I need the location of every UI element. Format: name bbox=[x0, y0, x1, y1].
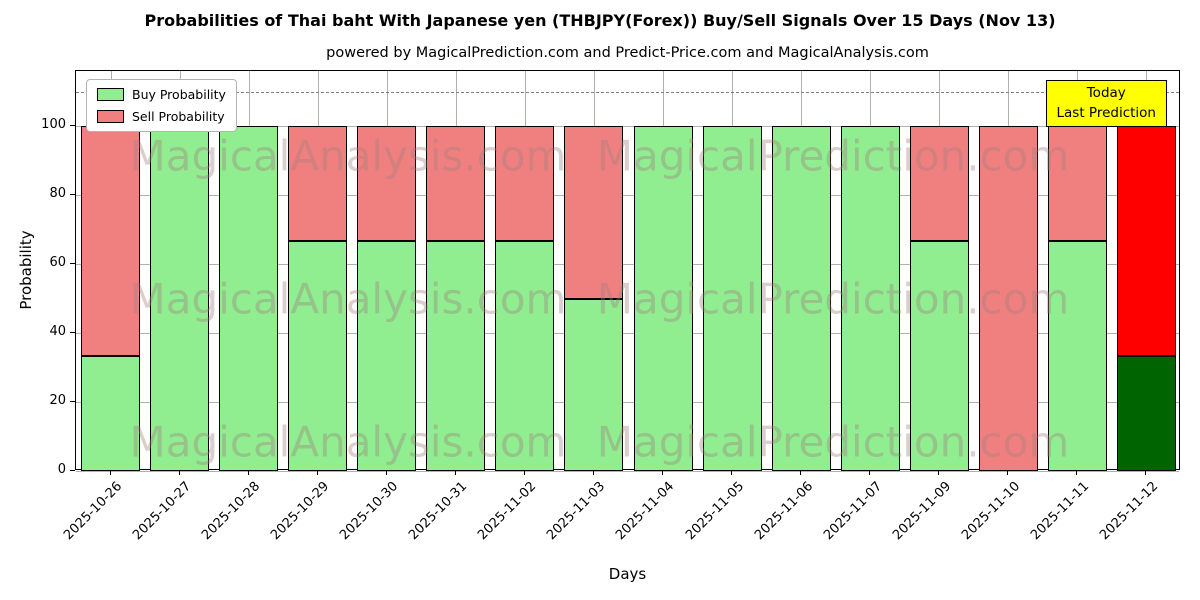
x-tick-label-text: 2025-10-30 bbox=[337, 479, 402, 544]
dashed-threshold-line bbox=[76, 91, 1179, 93]
x-tick-label-text: 2025-11-06 bbox=[751, 479, 816, 544]
gridline-horizontal-60 bbox=[76, 264, 1179, 266]
x-tick-label-text: 2025-10-27 bbox=[130, 479, 195, 544]
x-tick-label-text: 2025-10-29 bbox=[268, 479, 333, 544]
x-tick-mark bbox=[1145, 470, 1147, 475]
x-tick-mark bbox=[869, 470, 871, 475]
bar-buy-segment bbox=[288, 241, 348, 471]
y-tick-mark bbox=[70, 401, 75, 403]
bar-sell-segment bbox=[1116, 126, 1176, 357]
x-tick-label-text: 2025-11-02 bbox=[475, 479, 540, 544]
bar-sell-segment bbox=[1047, 126, 1107, 241]
x-tick-mark bbox=[247, 470, 249, 475]
x-tick-mark bbox=[454, 470, 456, 475]
bar-buy-segment bbox=[1047, 241, 1107, 471]
gridline-horizontal-0 bbox=[76, 471, 1179, 472]
y-tick-mark bbox=[70, 194, 75, 196]
gridline-horizontal-40 bbox=[76, 333, 1179, 335]
buy-color-swatch bbox=[97, 88, 124, 101]
legend-label-buy: Buy Probability bbox=[132, 87, 226, 102]
x-tick-mark bbox=[316, 470, 318, 475]
bar-buy-segment bbox=[357, 241, 417, 471]
y-tick-label: 40 bbox=[49, 324, 66, 340]
x-tick-label-text: 2025-11-04 bbox=[613, 479, 678, 544]
annotation-line-last-prediction: Last Prediction bbox=[1056, 104, 1156, 121]
chart-subtitle: powered by MagicalPrediction.com and Pre… bbox=[326, 45, 929, 61]
y-tick-label: 0 bbox=[57, 462, 66, 477]
legend-item-buy: Buy Probability bbox=[97, 87, 226, 102]
bar-buy-segment bbox=[633, 126, 693, 471]
bar-sell-segment bbox=[357, 126, 417, 241]
bar-sell-segment bbox=[81, 126, 141, 357]
plot-area: Buy Probability Sell Probability Today L… bbox=[75, 70, 1180, 472]
x-tick-mark bbox=[662, 470, 664, 475]
bar-sell-segment bbox=[564, 126, 624, 299]
x-tick-mark bbox=[592, 470, 594, 475]
y-tick-label: 20 bbox=[49, 393, 66, 409]
x-tick-label-text: 2025-10-28 bbox=[199, 479, 264, 544]
bar-buy-segment bbox=[426, 241, 486, 471]
x-tick-mark bbox=[1007, 470, 1009, 475]
x-tick-mark bbox=[800, 470, 802, 475]
bar-buy-segment bbox=[909, 241, 969, 471]
x-tick-label-text: 2025-10-26 bbox=[61, 479, 126, 544]
x-tick-mark bbox=[731, 470, 733, 475]
x-tick-mark bbox=[523, 470, 525, 475]
bar-sell-segment bbox=[495, 126, 555, 241]
legend: Buy Probability Sell Probability bbox=[86, 79, 237, 132]
x-tick-label-text: 2025-11-03 bbox=[544, 479, 609, 544]
y-tick-label: 80 bbox=[49, 186, 66, 202]
y-tick-label: 60 bbox=[49, 255, 66, 271]
bar-buy-segment bbox=[81, 356, 141, 471]
y-tick-mark bbox=[70, 263, 75, 265]
x-tick-label-text: 2025-11-07 bbox=[820, 479, 885, 544]
bar-sell-segment bbox=[909, 126, 969, 241]
annotation-line-today: Today bbox=[1086, 85, 1126, 101]
sell-color-swatch bbox=[97, 110, 124, 123]
x-tick-label-text: 2025-11-11 bbox=[1027, 479, 1093, 544]
x-tick-mark bbox=[109, 470, 111, 475]
legend-label-sell: Sell Probability bbox=[132, 109, 225, 124]
bar-sell-segment bbox=[426, 126, 486, 241]
y-tick-label: 100 bbox=[41, 117, 66, 133]
x-tick-label-text: 2025-11-12 bbox=[1097, 479, 1162, 544]
x-axis-label: Days bbox=[608, 565, 647, 583]
gridline-horizontal-80 bbox=[76, 195, 1179, 197]
bar-buy-segment bbox=[495, 241, 555, 471]
bar-sell-segment bbox=[288, 126, 348, 241]
x-tick-mark bbox=[178, 470, 180, 475]
legend-item-sell: Sell Probability bbox=[97, 109, 226, 124]
y-tick-mark bbox=[70, 470, 75, 471]
y-tick-mark bbox=[70, 125, 75, 127]
x-tick-label-text: 2025-10-31 bbox=[406, 479, 471, 544]
x-tick-mark bbox=[938, 470, 940, 475]
today-annotation: Today Last Prediction bbox=[1045, 80, 1167, 128]
bar-buy-segment bbox=[771, 126, 831, 471]
x-tick-label-text: 2025-11-09 bbox=[889, 479, 954, 544]
bar-buy-segment bbox=[564, 298, 624, 471]
x-tick-label-text: 2025-11-05 bbox=[682, 479, 747, 544]
bar-buy-segment bbox=[1116, 356, 1176, 471]
bar-buy-segment bbox=[702, 126, 762, 471]
bar-buy-segment bbox=[840, 126, 900, 471]
y-tick-mark bbox=[70, 332, 75, 334]
bar-sell-segment bbox=[978, 126, 1038, 471]
x-tick-mark bbox=[385, 470, 387, 475]
bar-buy-segment bbox=[150, 126, 210, 471]
gridline-horizontal-100 bbox=[76, 126, 1179, 128]
x-tick-label-text: 2025-11-10 bbox=[958, 479, 1023, 544]
bar-buy-segment bbox=[219, 126, 279, 471]
chart-title: Probabilities of Thai baht With Japanese… bbox=[144, 11, 1056, 30]
x-tick-mark bbox=[1076, 470, 1078, 475]
gridline-horizontal-20 bbox=[76, 402, 1179, 404]
